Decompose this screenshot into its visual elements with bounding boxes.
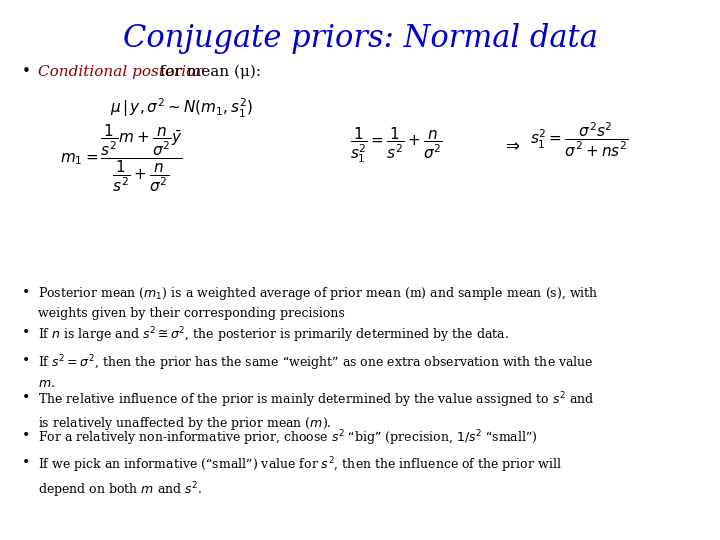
Text: $s_1^2 = \dfrac{\sigma^2 s^2}{\sigma^2 + ns^2}$: $s_1^2 = \dfrac{\sigma^2 s^2}{\sigma^2 +… — [530, 121, 629, 159]
Text: Posterior mean ($m_1$) is a weighted average of prior mean (m) and sample mean (: Posterior mean ($m_1$) is a weighted ave… — [38, 285, 598, 320]
Text: •: • — [22, 455, 30, 469]
Text: $\Rightarrow$: $\Rightarrow$ — [502, 136, 521, 154]
Text: $\mu\,|\, y,\sigma^2 \sim N(m_1, s_1^2)$: $\mu\,|\, y,\sigma^2 \sim N(m_1, s_1^2)$ — [110, 97, 253, 119]
Text: $\dfrac{1}{s_1^2} = \dfrac{1}{s^2} + \dfrac{n}{\sigma^2}$: $\dfrac{1}{s_1^2} = \dfrac{1}{s^2} + \df… — [350, 125, 443, 165]
Text: If $s^2 = \sigma^2$, then the prior has the same “weight” as one extra observati: If $s^2 = \sigma^2$, then the prior has … — [38, 353, 594, 390]
Text: $m_1 = \dfrac{\dfrac{1}{s^2}m + \dfrac{n}{\sigma^2}\bar{y}}{\dfrac{1}{s^2} + \df: $m_1 = \dfrac{\dfrac{1}{s^2}m + \dfrac{n… — [60, 122, 183, 194]
Text: If $n$ is large and $s^2 \cong \sigma^2$, the posterior is primarily determined : If $n$ is large and $s^2 \cong \sigma^2$… — [38, 325, 509, 345]
Text: •: • — [22, 285, 30, 299]
Text: If we pick an informative (“small”) value for $s^2$, then the influence of the p: If we pick an informative (“small”) valu… — [38, 455, 562, 501]
Text: •: • — [22, 390, 30, 404]
Text: •: • — [22, 325, 30, 339]
Text: For a relatively non-informative prior, choose $s^2$ “big” (precision, $1/s^2$ “: For a relatively non-informative prior, … — [38, 428, 538, 448]
Text: for mean (μ):: for mean (μ): — [155, 65, 261, 79]
Text: •: • — [22, 428, 30, 442]
Text: •: • — [22, 353, 30, 367]
Text: Conjugate priors: Normal data: Conjugate priors: Normal data — [122, 23, 598, 53]
Text: •: • — [22, 64, 31, 79]
Text: Conditional posterior: Conditional posterior — [38, 65, 202, 79]
Text: The relative influence of the prior is mainly determined by the value assigned t: The relative influence of the prior is m… — [38, 390, 594, 432]
